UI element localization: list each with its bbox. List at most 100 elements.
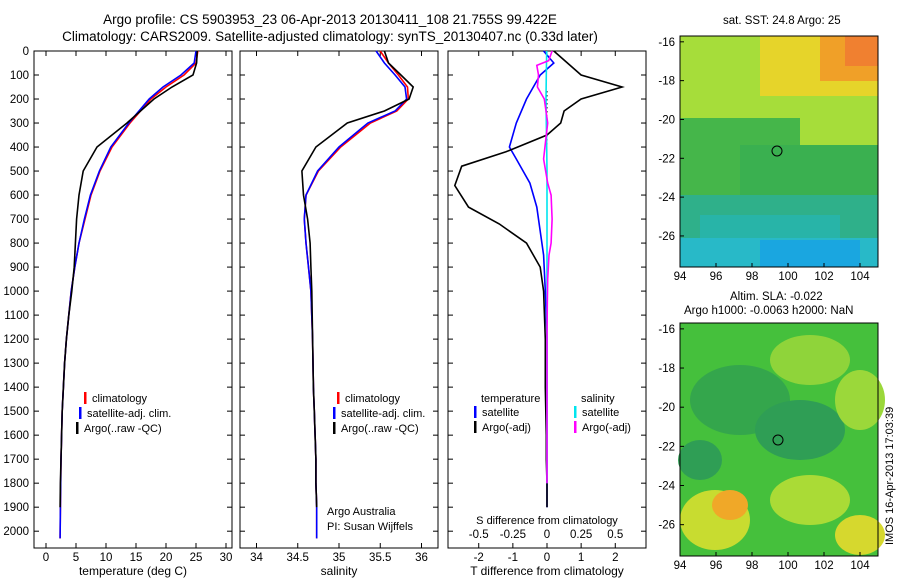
map-y-tick-label: -20 [658,402,675,414]
depth-tick-label: 600 [10,190,29,202]
x-tick-label: 35.5 [369,552,391,564]
depth-tick-label: 1500 [3,406,29,418]
sla-map: 94 96 98 100 102 104 -16 -18 -20 -22 -24 -26 [658,322,885,572]
series-line [301,50,415,508]
argo-australia-note: Argo Australia [327,506,396,518]
legend-label: satellite-adj. clim. [341,408,425,420]
map-x-tick-label: 100 [778,271,797,283]
series-line [453,50,625,508]
salinity-panel: 34 34.5 35 35.5 36 [239,50,439,564]
depth-tick-label: 1300 [3,358,29,370]
depth-tick-label: 1400 [3,382,29,394]
plot-title-line1: Argo profile: CS 5903953_23 06-Apr-2013 … [103,12,557,27]
map-y-tick-label: -16 [658,324,675,336]
salinity-legend: climatology satellite-adj. clim. Argo(..… [327,392,425,533]
float-position-marker [771,145,783,157]
legend-title-temperature: temperature [481,393,540,405]
legend-swatch [474,406,477,418]
legend-label: Argo(-adj) [582,422,631,434]
legend-label: climatology [345,393,401,405]
series-line [535,50,553,484]
legend-label: satellite-adj. clim. [87,408,171,420]
map-y-tick-label: -22 [658,153,675,165]
s-diff-tick-label: 0.25 [570,529,592,541]
depth-tick-label: 1900 [3,502,29,514]
salinity-axis-label: salinity [321,564,358,578]
map-x-tick-label: 96 [710,271,723,283]
x-tick-label: 34.5 [287,552,309,564]
map-x-tick-label: 104 [850,271,870,283]
temperature-axis-label: temperature (deg C) [79,564,187,578]
map-x-tick-label: 96 [710,560,723,572]
temperature-legend: climatology satellite-adj. clim. Argo(..… [76,392,171,435]
depth-tick-label: 100 [10,70,29,82]
depth-tick-label: 0 [23,46,29,58]
map-x-tick-label: 94 [674,271,687,283]
t-difference-axis-label: T difference from climatology [470,564,624,578]
sst-map: 94 96 98 100 102 104 -16 -18 -20 -22 -24 -26 [658,35,879,283]
legend-label: Argo(-adj) [482,422,531,434]
depth-tick-label: 1600 [3,430,29,442]
x-tick-label: 36 [415,552,428,564]
x-tick-label: 5 [73,552,79,564]
legend-swatch [333,407,336,419]
depth-tick-label: 800 [10,238,29,250]
map-y-tick-label: -18 [658,76,675,88]
s-diff-tick-label: -0.5 [469,529,489,541]
x-tick-label: 30 [220,552,233,564]
map-x-tick-label: 98 [746,271,759,283]
map-y-tick-label: -24 [658,192,675,204]
legend-swatch [574,421,577,433]
legend-swatch [574,406,577,418]
depth-tick-label: 400 [10,142,29,154]
legend-swatch [474,421,477,433]
legend-label: climatology [92,393,148,405]
x-tick-label: -2 [474,552,484,564]
x-tick-label: 1 [578,552,584,564]
difference-panel: -2 -1 0 1 2 -0.5 -0.25 0 0.25 0.5 [447,50,647,564]
float-position-marker [772,434,784,446]
depth-tick-label: 900 [10,262,29,274]
map-y-tick-label: -22 [658,441,675,453]
legend-label: Argo(..raw -QC) [341,423,419,435]
x-tick-label: 34 [250,552,263,564]
legend-label: satellite [582,407,619,419]
depth-tick-label: 1100 [4,310,29,322]
x-tick-label: 10 [100,552,113,564]
map-x-tick-label: 102 [814,560,833,572]
difference-legend: temperature salinity satellite Argo(-adj… [474,393,631,527]
x-tick-label: 25 [190,552,203,564]
legend-swatch [337,392,340,404]
legend-label: satellite [482,407,519,419]
map-x-tick-label: 94 [674,560,687,572]
map-y-tick-label: -20 [658,114,675,126]
sst-map-title: sat. SST: 24.8 Argo: 25 [723,15,841,27]
legend-swatch [333,422,336,434]
legend-swatch [84,392,87,404]
map-x-tick-label: 102 [814,271,833,283]
x-tick-label: -1 [508,552,518,564]
depth-tick-label: 300 [10,118,29,130]
map-x-tick-label: 104 [850,560,870,572]
depth-tick-label: 200 [10,94,29,106]
depth-tick-label: 1800 [3,478,29,490]
map-x-tick-label: 98 [746,560,759,572]
depth-tick-label: 500 [10,166,29,178]
sla-map-title-line1: Altim. SLA: -0.022 [730,291,823,303]
depth-tick-label: 2000 [3,526,29,538]
x-tick-label: 2 [612,552,618,564]
series-line [59,50,198,508]
legend-title-salinity: salinity [581,393,615,405]
temperature-panel: 0 5 10 15 20 25 300100200300400500600700800900… [3,46,233,564]
map-x-tick-label: 100 [778,560,797,572]
x-tick-label: 0 [43,552,49,564]
depth-tick-label: 1200 [3,334,29,346]
legend-swatch [79,407,82,419]
x-tick-label: 0 [544,552,550,564]
s-diff-tick-label: -0.25 [500,529,526,541]
x-tick-label: 35 [333,552,346,564]
pi-note: PI: Susan Wijffels [327,521,413,533]
s-diff-tick-label: 0.5 [607,529,623,541]
legend-label: Argo(..raw -QC) [84,423,162,435]
